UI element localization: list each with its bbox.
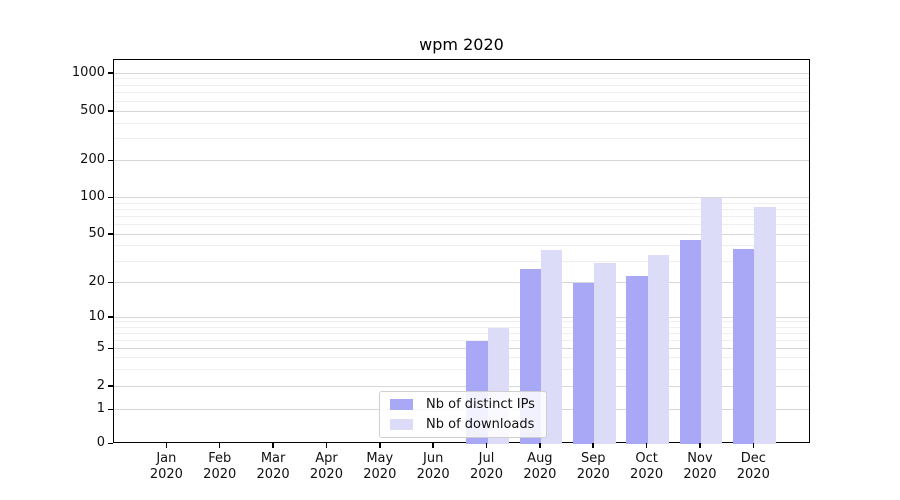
y-tick-mark <box>108 196 113 198</box>
y-tick-label: 0 <box>96 435 105 450</box>
gridline <box>114 72 809 74</box>
x-tick-label: Jan 2020 <box>149 451 183 482</box>
x-tick-label: Jul 2020 <box>469 451 504 482</box>
x-tick-mark <box>592 443 594 448</box>
x-tick-mark <box>325 443 328 448</box>
y-tick-label: 1000 <box>71 64 105 80</box>
legend-swatch-downloads <box>390 419 413 430</box>
y-tick-label: 500 <box>80 102 105 118</box>
bar-downloads <box>594 263 616 444</box>
legend-row-distinct-ips: Nb of distinct IPs <box>390 397 546 412</box>
x-tick-mark <box>379 443 381 448</box>
gridline <box>114 84 809 86</box>
y-tick-mark <box>108 233 113 235</box>
chart-title: wpm 2020 <box>419 35 504 54</box>
bar-downloads <box>754 206 776 444</box>
gridline <box>114 78 809 80</box>
legend-swatch-distinct-ips <box>390 399 413 410</box>
x-tick-mark <box>539 443 541 448</box>
gridline <box>114 197 809 198</box>
y-tick-label: 50 <box>88 225 105 241</box>
x-tick-label: Aug 2020 <box>523 451 557 482</box>
gridline <box>114 208 809 210</box>
gridline <box>114 233 809 235</box>
y-tick-mark <box>108 159 113 161</box>
x-tick-mark <box>699 443 701 448</box>
y-tick-mark <box>108 72 113 74</box>
legend-label-distinct-ips: Nb of distinct IPs <box>426 397 535 412</box>
x-tick-label: Feb 2020 <box>203 451 237 482</box>
bar-distinct-ips <box>733 249 755 444</box>
legend-label-downloads: Nb of downloads <box>426 417 535 432</box>
x-tick-mark <box>165 443 168 448</box>
y-tick-label: 10 <box>88 308 105 324</box>
x-tick-label: Sep 2020 <box>576 451 610 482</box>
y-tick-label: 1 <box>96 401 105 416</box>
gridline <box>114 260 809 262</box>
gridline <box>114 326 809 328</box>
gridline <box>114 316 809 318</box>
gridline <box>114 321 809 323</box>
gridline <box>114 245 809 247</box>
gridline <box>114 385 809 387</box>
x-tick-mark <box>485 443 488 448</box>
gridline <box>114 138 809 140</box>
y-tick-mark <box>108 385 113 387</box>
y-tick-label: 100 <box>80 189 105 204</box>
bar-distinct-ips <box>626 275 648 444</box>
gridline <box>114 348 809 349</box>
x-tick-mark <box>432 443 434 448</box>
x-tick-mark <box>272 443 274 448</box>
x-tick-mark <box>752 443 755 448</box>
x-tick-mark <box>218 443 221 448</box>
x-tick-mark <box>645 443 648 448</box>
gridline <box>114 215 809 217</box>
gridline <box>114 122 809 124</box>
y-tick-mark <box>108 281 113 283</box>
gridline <box>114 110 809 112</box>
y-tick-mark <box>108 408 113 410</box>
x-tick-label: Dec 2020 <box>736 451 770 482</box>
gridline <box>114 100 809 102</box>
legend-row-downloads: Nb of downloads <box>390 417 546 432</box>
y-tick-label: 200 <box>80 152 105 167</box>
x-tick-label: Mar 2020 <box>256 451 290 482</box>
gridline <box>114 202 809 204</box>
bar-distinct-ips <box>679 240 701 444</box>
gridline <box>114 339 809 341</box>
bar-downloads <box>700 198 723 444</box>
y-tick-label: 2 <box>96 377 105 393</box>
x-tick-label: Nov 2020 <box>683 451 717 482</box>
y-tick-label: 20 <box>88 274 105 289</box>
bar-distinct-ips <box>572 283 595 444</box>
gridline <box>114 223 809 225</box>
gridline <box>114 357 809 359</box>
x-tick-label: Oct 2020 <box>630 451 664 482</box>
bar-downloads <box>647 254 669 444</box>
gridline <box>114 160 809 161</box>
x-tick-label: Apr 2020 <box>309 451 343 482</box>
gridline <box>114 92 809 94</box>
gridline <box>114 332 809 334</box>
legend: Nb of distinct IPs Nb of downloads <box>379 391 547 438</box>
y-tick-mark <box>108 347 113 349</box>
y-tick-mark <box>108 442 113 444</box>
gridline <box>114 282 809 283</box>
y-tick-mark <box>108 316 113 318</box>
gridline <box>114 368 809 370</box>
x-tick-label: May 2020 <box>363 451 397 482</box>
plot-area: Nb of distinct IPs Nb of downloads <box>113 59 810 444</box>
y-tick-mark <box>108 110 113 112</box>
x-tick-label: Jun 2020 <box>416 451 450 482</box>
y-tick-label: 5 <box>96 340 105 355</box>
